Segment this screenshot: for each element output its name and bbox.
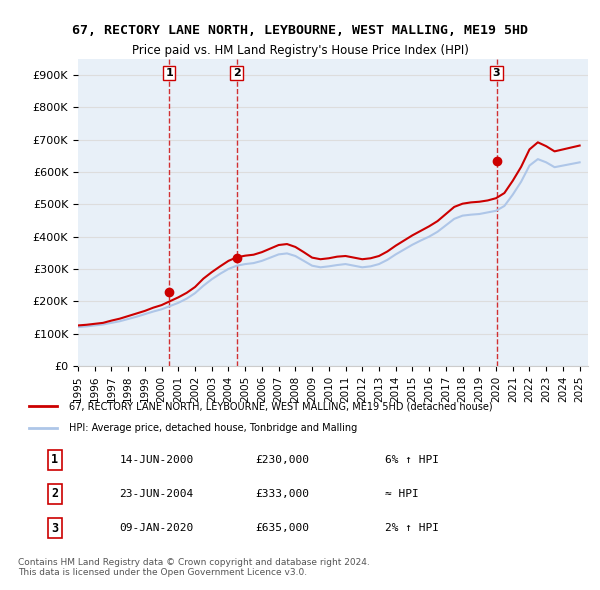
- Text: Price paid vs. HM Land Registry's House Price Index (HPI): Price paid vs. HM Land Registry's House …: [131, 44, 469, 57]
- Text: 23-JUN-2004: 23-JUN-2004: [119, 489, 194, 499]
- Text: 6% ↑ HPI: 6% ↑ HPI: [385, 455, 439, 465]
- Text: 2% ↑ HPI: 2% ↑ HPI: [385, 523, 439, 533]
- Text: £230,000: £230,000: [255, 455, 309, 465]
- Text: 09-JAN-2020: 09-JAN-2020: [119, 523, 194, 533]
- Text: 2: 2: [51, 487, 58, 500]
- Text: 1: 1: [51, 453, 58, 467]
- Text: 67, RECTORY LANE NORTH, LEYBOURNE, WEST MALLING, ME19 5HD: 67, RECTORY LANE NORTH, LEYBOURNE, WEST …: [72, 24, 528, 37]
- Text: 2: 2: [233, 68, 241, 78]
- Text: 14-JUN-2000: 14-JUN-2000: [119, 455, 194, 465]
- Text: 1: 1: [165, 68, 173, 78]
- Text: ≈ HPI: ≈ HPI: [385, 489, 418, 499]
- Text: Contains HM Land Registry data © Crown copyright and database right 2024.
This d: Contains HM Land Registry data © Crown c…: [18, 558, 370, 577]
- Text: 3: 3: [493, 68, 500, 78]
- Text: HPI: Average price, detached house, Tonbridge and Malling: HPI: Average price, detached house, Tonb…: [69, 424, 357, 434]
- Text: 67, RECTORY LANE NORTH, LEYBOURNE, WEST MALLING, ME19 5HD (detached house): 67, RECTORY LANE NORTH, LEYBOURNE, WEST …: [69, 401, 493, 411]
- Text: £635,000: £635,000: [255, 523, 309, 533]
- Text: £333,000: £333,000: [255, 489, 309, 499]
- Text: 3: 3: [51, 522, 58, 535]
